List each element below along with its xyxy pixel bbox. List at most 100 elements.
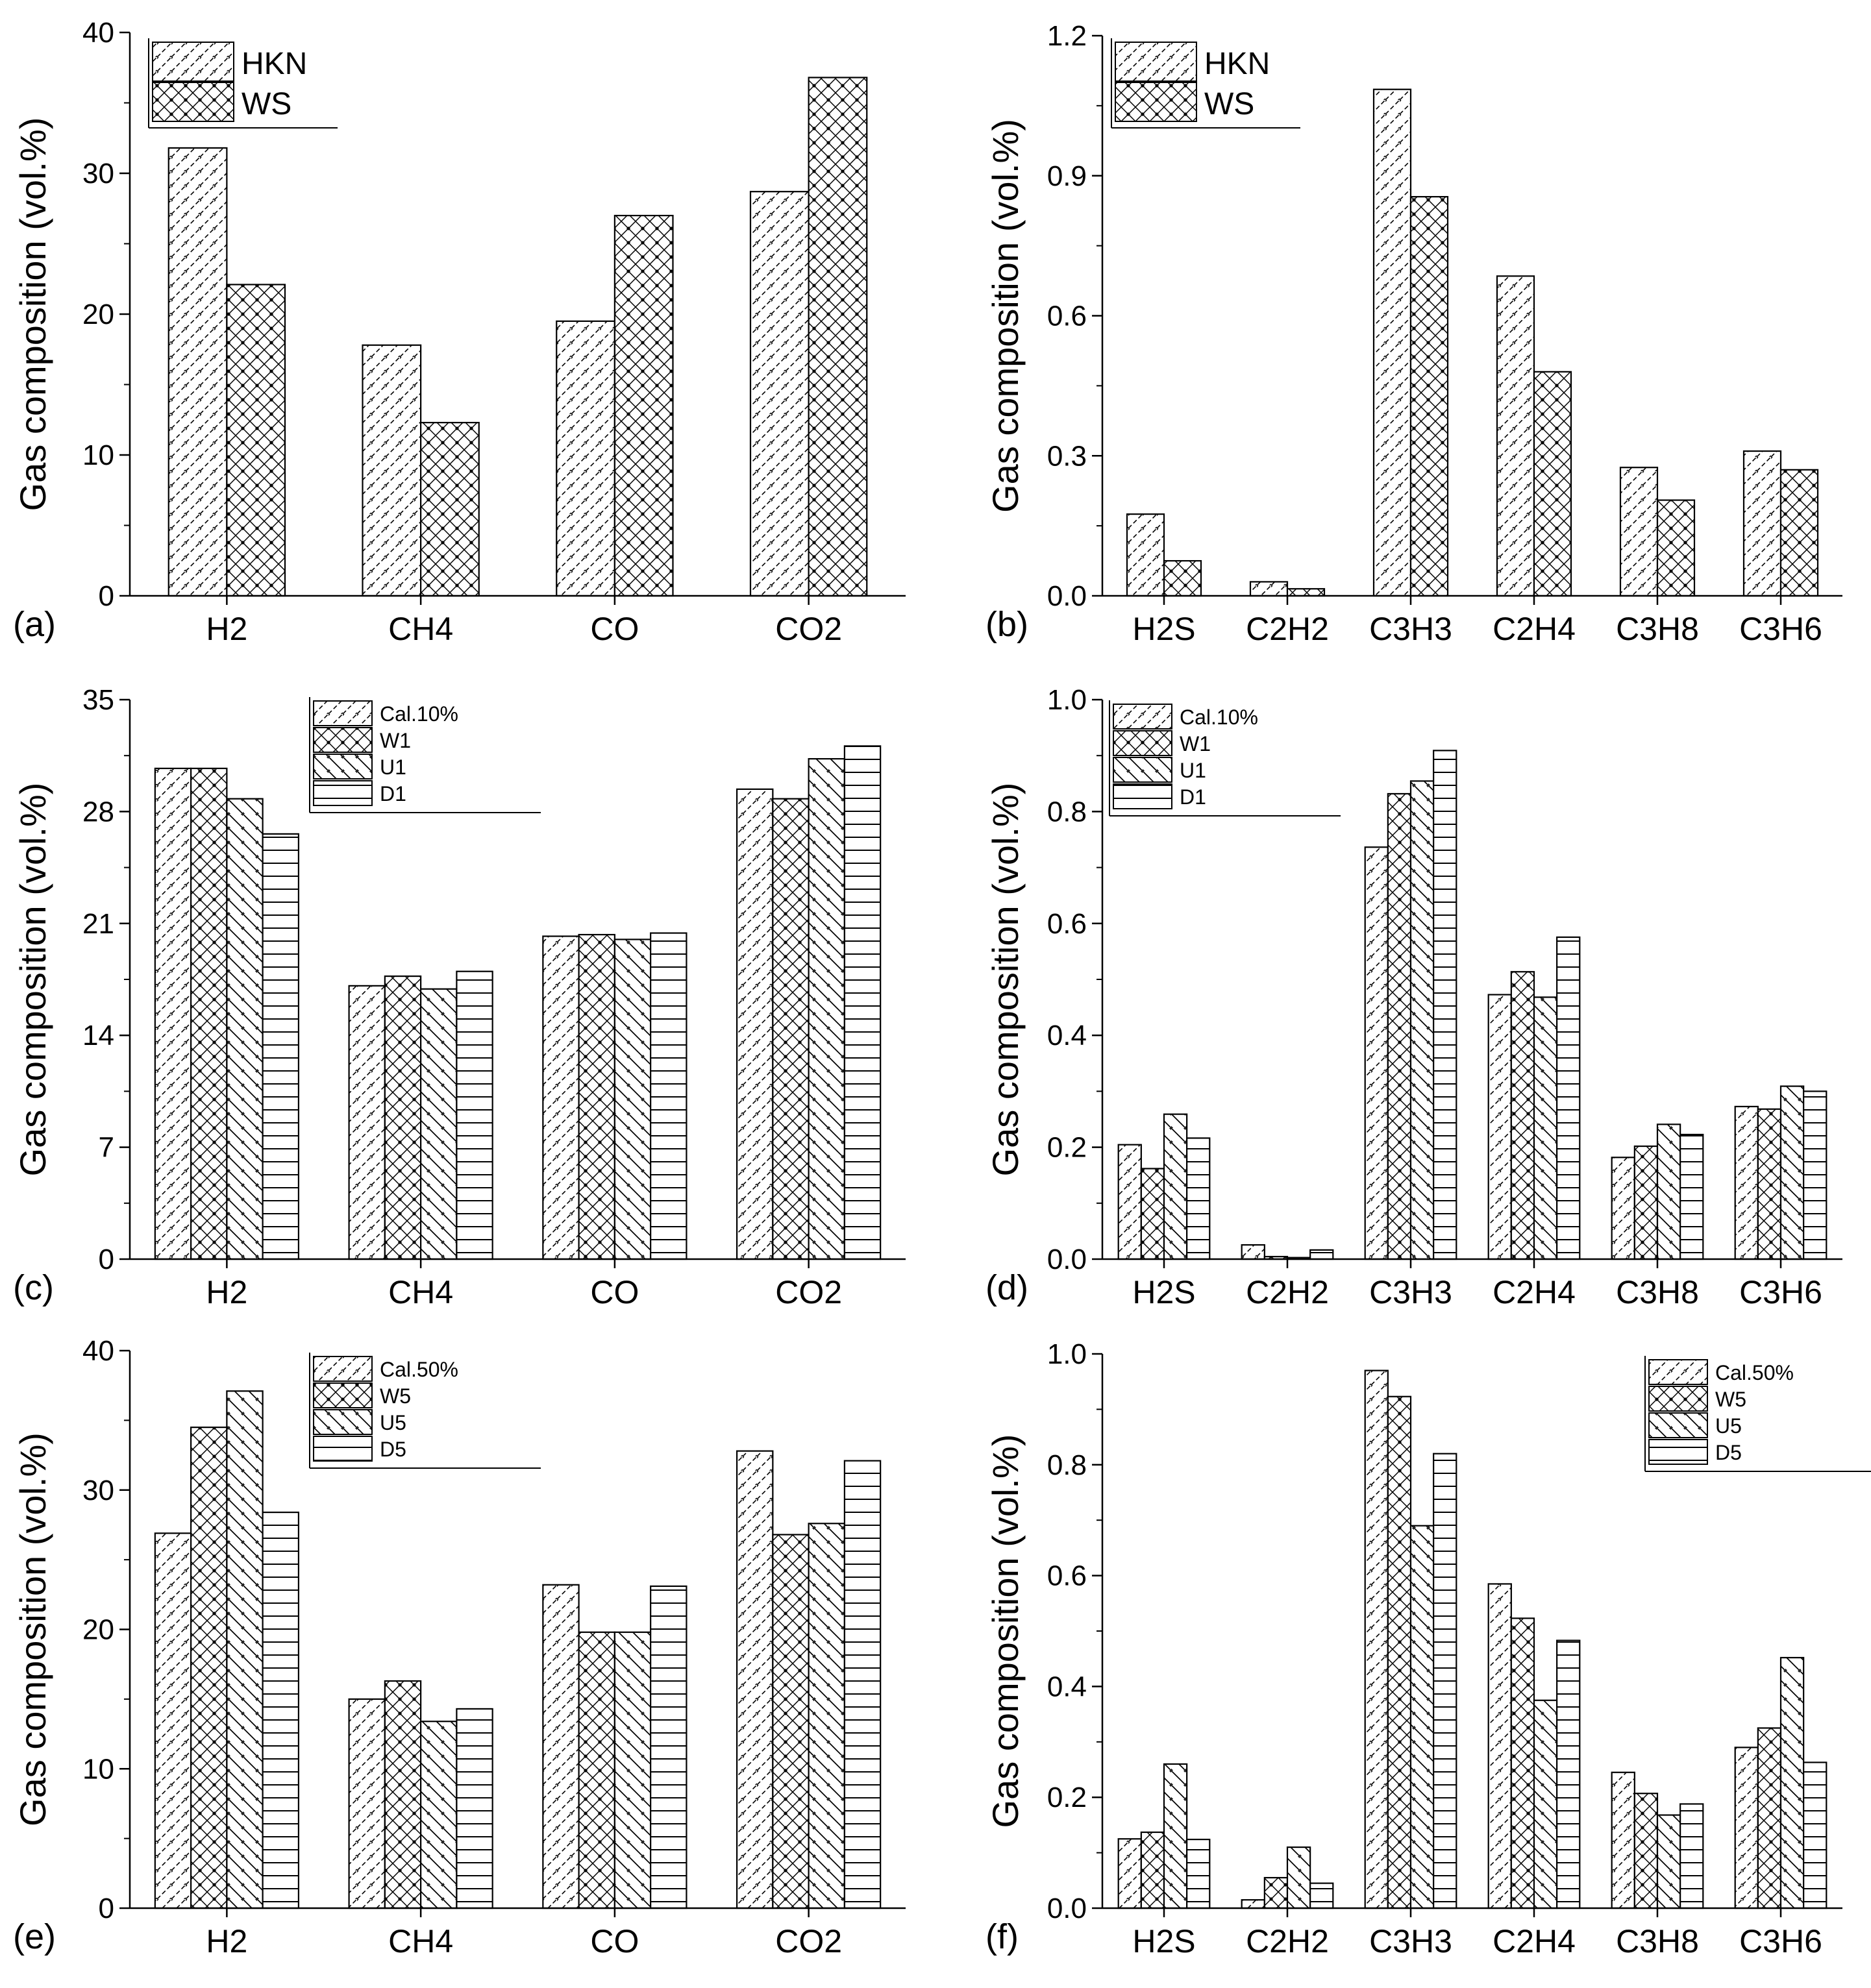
- y-tick-label-d-4: 0.8: [1047, 796, 1087, 828]
- y-tick-label-e-2: 20: [82, 1614, 114, 1646]
- bar-f-W5-C3H6: [1757, 1727, 1782, 1909]
- y-tick-label-a-1: 10: [82, 439, 114, 471]
- bar-b-HKN-C3H3: [1372, 88, 1412, 597]
- legend-d: Cal.10% W1 U1 D1: [1109, 700, 1341, 816]
- bar-e-Cal.50%-CH4: [348, 1698, 386, 1909]
- x-tick-label-b-5: C3H6: [1739, 611, 1822, 647]
- bar-f-D5-C3H3: [1433, 1453, 1457, 1909]
- bar-b-WS-C2H2: [1286, 588, 1326, 597]
- bar-d-W1-C3H8: [1633, 1145, 1659, 1260]
- legend-label-c-0: Cal.10%: [380, 702, 458, 726]
- bar-b-WS-C3H6: [1779, 469, 1819, 597]
- x-tick-label-f-4: C3H8: [1616, 1923, 1699, 1959]
- bar-f-Cal.50%-C3H8: [1611, 1771, 1635, 1909]
- y-tick-label-b-3: 0.9: [1047, 160, 1087, 192]
- bar-f-D5-C2H4: [1556, 1639, 1581, 1909]
- bar-c-W1-CO: [578, 933, 615, 1260]
- legend-swatch-e-0: [313, 1356, 373, 1382]
- y-tick-label-b-2: 0.6: [1047, 301, 1087, 332]
- y-tick-label-c-0: 0: [99, 1244, 114, 1275]
- bar-d-U1-C2H4: [1533, 996, 1558, 1260]
- bar-d-U1-C3H6: [1779, 1085, 1805, 1260]
- bar-d-D1-C3H3: [1433, 750, 1457, 1260]
- bar-f-D5-C2H2: [1309, 1882, 1334, 1909]
- x-tick-label-e-2: CO: [590, 1923, 639, 1959]
- y-axis-title-e: Gas composition (vol.%): [12, 1432, 53, 1826]
- x-tick-label-c-1: CH4: [388, 1274, 453, 1310]
- bar-c-W1-CO2: [772, 798, 810, 1260]
- bar-c-D1-H2: [262, 833, 300, 1260]
- bar-c-D1-CH4: [456, 970, 493, 1260]
- bar-f-W5-C2H4: [1510, 1617, 1535, 1909]
- legend-swatch-c-2: [313, 754, 373, 779]
- bar-f-Cal.50%-H2S: [1117, 1838, 1142, 1909]
- panel-label-b: (b): [985, 605, 1028, 644]
- y-tick-label-f-1: 0.2: [1047, 1782, 1087, 1813]
- x-tick-label-d-0: H2S: [1132, 1274, 1195, 1310]
- x-tick-label-f-3: C2H4: [1493, 1923, 1576, 1959]
- bar-e-W5-CO: [578, 1631, 615, 1909]
- bar-c-Cal.10%-CH4: [348, 985, 386, 1260]
- legend-label-d-1: W1: [1180, 732, 1211, 755]
- bar-d-W1-C3H6: [1757, 1108, 1782, 1260]
- y-tick-label-a-3: 30: [82, 158, 114, 190]
- legend-f: Cal.50% W5 U5 D5: [1644, 1356, 1871, 1472]
- bar-d-U1-C3H3: [1409, 780, 1435, 1260]
- bar-b-HKN-C3H8: [1619, 467, 1659, 597]
- bar-f-U5-C2H2: [1286, 1846, 1311, 1909]
- legend-swatch-e-2: [313, 1409, 373, 1435]
- bar-a-HKN-CH4: [362, 344, 422, 597]
- bar-d-U1-H2S: [1163, 1113, 1188, 1260]
- x-tick-label-c-2: CO: [590, 1274, 639, 1310]
- bar-e-W5-CH4: [384, 1680, 422, 1909]
- bar-c-U1-CH4: [420, 988, 458, 1260]
- bar-f-D5-C3H6: [1803, 1761, 1828, 1909]
- bar-f-U5-H2S: [1163, 1763, 1188, 1909]
- bar-e-Cal.50%-H2: [154, 1532, 192, 1909]
- legend-label-a-1: WS: [242, 87, 291, 121]
- x-tick-label-a-3: CO2: [775, 611, 842, 647]
- legend-swatch-c-3: [313, 780, 373, 806]
- panel-label-e: (e): [13, 1917, 56, 1956]
- y-tick-label-b-0: 0.0: [1047, 580, 1087, 612]
- panel-label-d: (d): [985, 1268, 1028, 1307]
- panel-label-f: (f): [985, 1917, 1019, 1956]
- bar-e-U5-CO2: [808, 1523, 845, 1909]
- y-tick-label-f-0: 0.0: [1047, 1893, 1087, 1924]
- bar-f-Cal.50%-C3H3: [1364, 1369, 1389, 1909]
- y-tick-label-a-4: 40: [82, 17, 114, 49]
- y-tick-label-d-1: 0.2: [1047, 1132, 1087, 1164]
- bar-d-Cal.10%-C3H8: [1611, 1157, 1635, 1260]
- bar-b-HKN-C2H4: [1496, 275, 1535, 597]
- bar-d-U1-C3H8: [1656, 1123, 1681, 1260]
- y-tick-label-c-5: 35: [82, 684, 114, 716]
- legend-swatch-d-2: [1113, 757, 1172, 783]
- legend-label-e-2: U5: [380, 1411, 406, 1434]
- y-tick-label-e-4: 40: [82, 1335, 114, 1367]
- legend-swatch-e-1: [313, 1382, 373, 1408]
- legend-a: HKN WS: [148, 38, 338, 129]
- bar-e-Cal.50%-CO: [542, 1584, 580, 1909]
- chart-panel-f: 0.0 0.2 0.4 0.6 0.8 1.0 H2S C2H2 C3H3 C2H4 C3H8 C3H…: [985, 1338, 1871, 1959]
- x-tick-label-b-4: C3H8: [1616, 611, 1699, 647]
- bar-d-D1-C2H2: [1309, 1249, 1334, 1260]
- bar-e-W5-H2: [190, 1427, 228, 1909]
- x-tick-label-e-0: H2: [206, 1923, 247, 1959]
- legend-label-d-0: Cal.10%: [1180, 706, 1258, 729]
- x-tick-label-a-1: CH4: [388, 611, 453, 647]
- bar-b-WS-C2H4: [1533, 371, 1572, 597]
- y-tick-label-c-2: 14: [82, 1020, 114, 1051]
- y-tick-label-d-0: 0.0: [1047, 1244, 1087, 1275]
- x-tick-label-c-0: H2: [206, 1274, 247, 1310]
- x-tick-label-a-0: H2: [206, 611, 247, 647]
- y-tick-label-b-4: 1.2: [1047, 20, 1087, 52]
- y-tick-label-d-3: 0.6: [1047, 908, 1087, 940]
- bar-c-U1-H2: [226, 798, 264, 1260]
- bar-f-W5-H2S: [1140, 1831, 1165, 1909]
- x-tick-label-f-5: C3H6: [1739, 1923, 1822, 1959]
- bar-d-Cal.10%-H2S: [1117, 1144, 1142, 1260]
- bar-e-Cal.50%-CO2: [736, 1450, 774, 1909]
- bar-c-Cal.10%-H2: [154, 767, 192, 1260]
- bar-e-D5-H2: [262, 1512, 300, 1909]
